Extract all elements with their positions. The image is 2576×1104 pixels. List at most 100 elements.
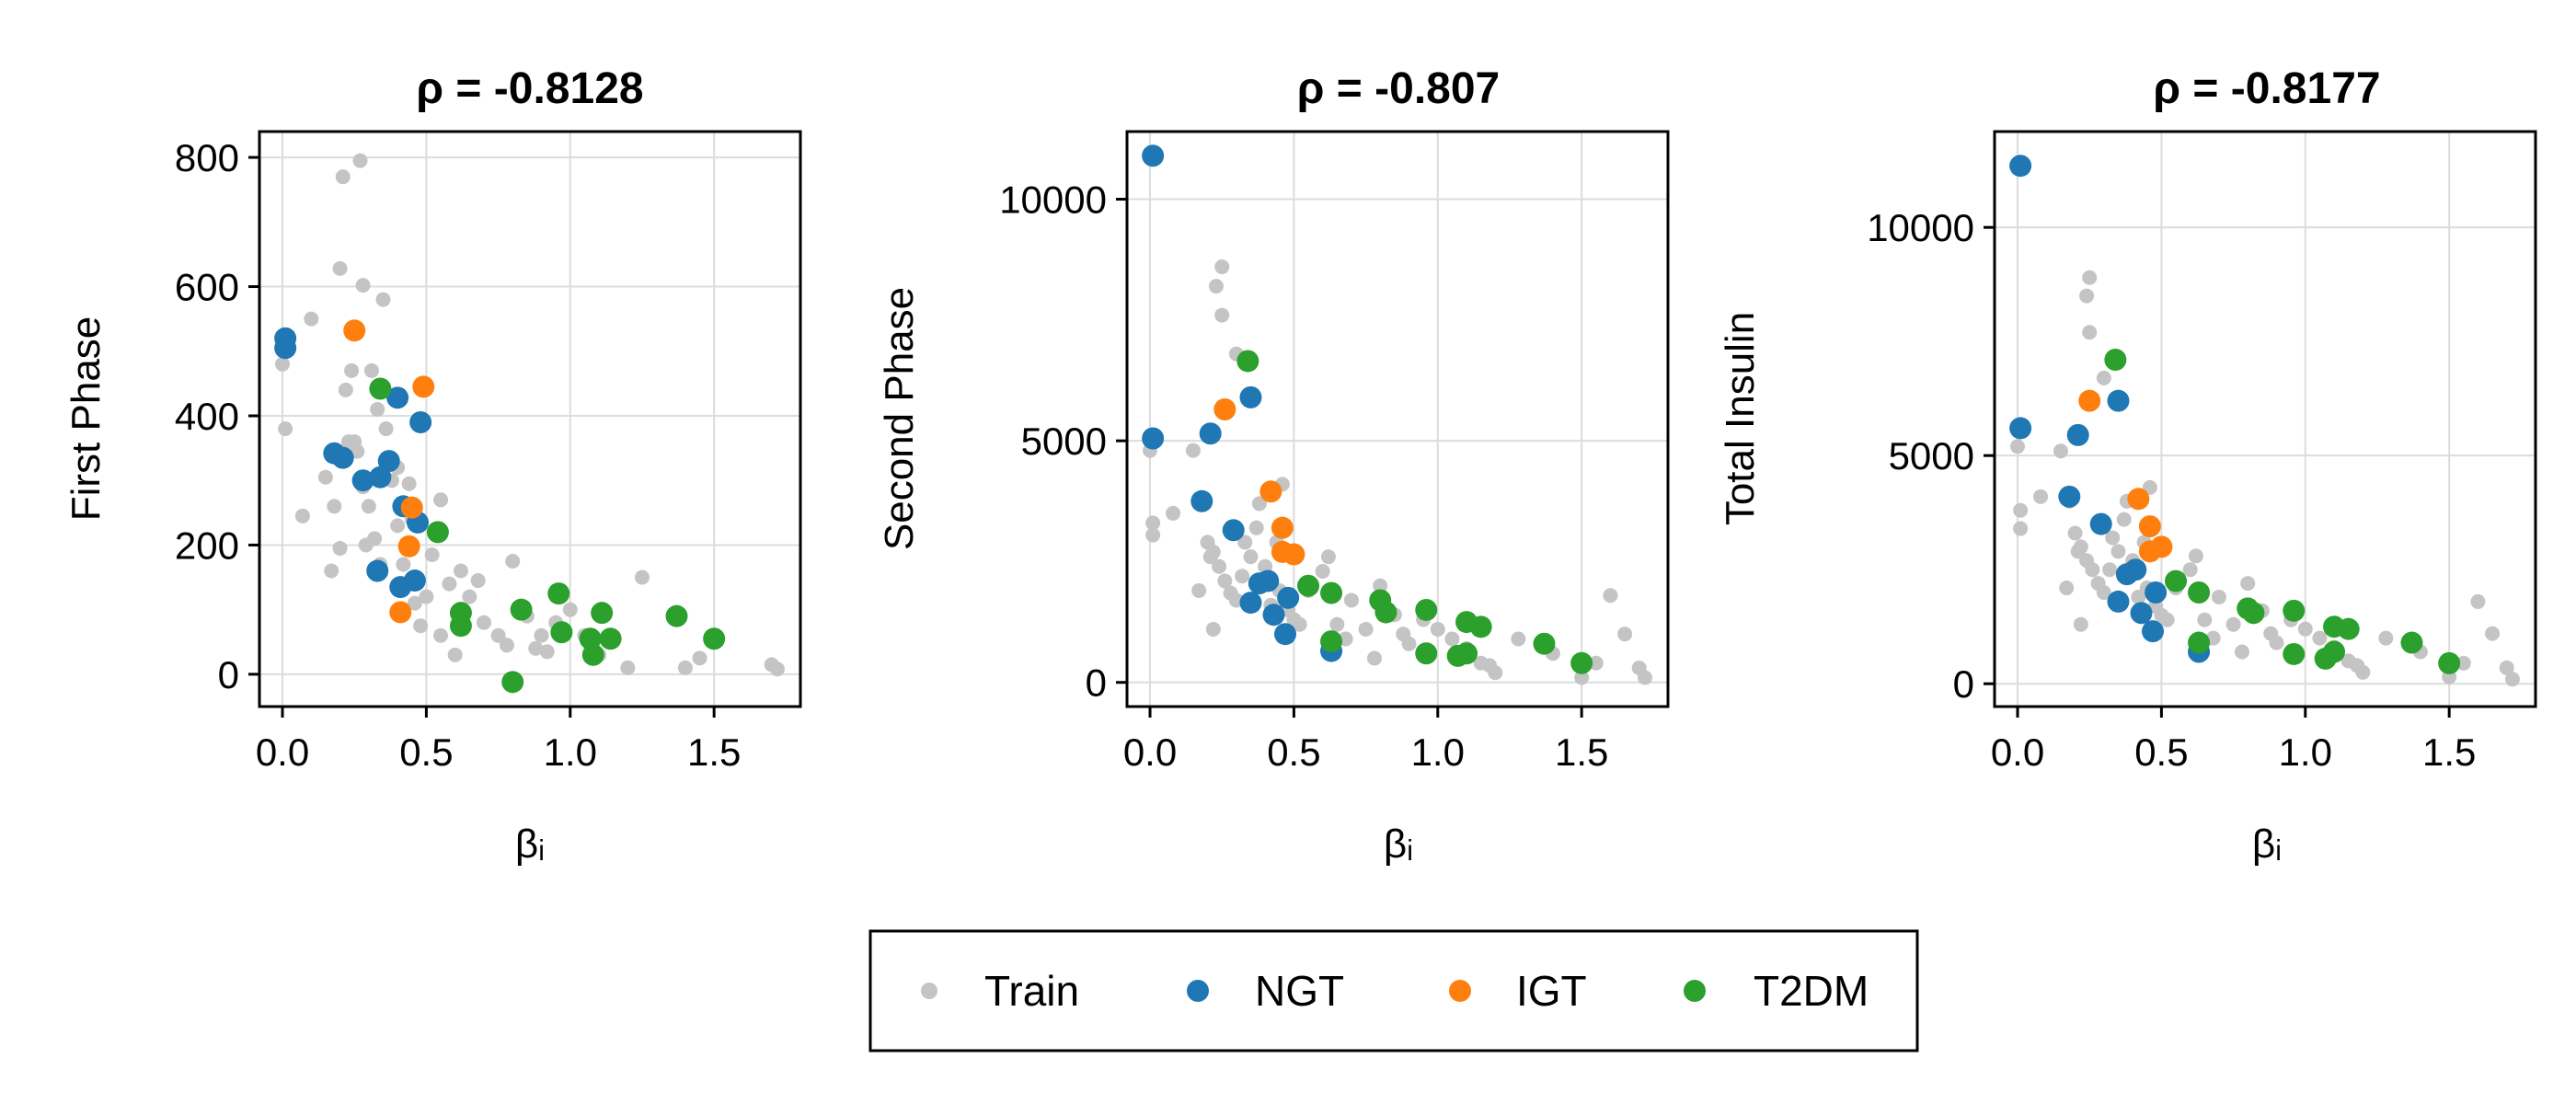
point-train	[1511, 631, 1526, 647]
point-train	[363, 362, 379, 378]
point-train	[2378, 630, 2394, 646]
point-train	[2269, 635, 2284, 650]
point-train	[1237, 535, 1253, 550]
point-train	[350, 443, 365, 459]
y-tick-label: 800	[175, 136, 239, 179]
point-train	[278, 421, 293, 437]
point-train	[413, 618, 429, 634]
x-tick-label: 1.0	[544, 730, 597, 774]
point-train	[419, 589, 434, 604]
point-train	[2067, 525, 2083, 541]
legend-label-igt: IGT	[1516, 967, 1587, 1015]
point-t2dm	[1297, 574, 1320, 597]
x-axis-label: βᵢ	[515, 822, 545, 867]
panel-total-insulin: ρ = -0.8177 0.0 0.5 1.0 1.5 0 5000 10000 βᵢ To…	[1718, 64, 2537, 867]
point-train	[528, 640, 544, 656]
point-train	[1145, 515, 1161, 531]
point-train	[2082, 325, 2098, 340]
point-train	[2085, 562, 2100, 578]
point-t2dm	[1320, 630, 1343, 653]
x-tick-label: 1.5	[687, 730, 741, 774]
point-ngt	[1239, 592, 1262, 615]
point-ngt	[1142, 144, 1165, 167]
point-train	[352, 153, 368, 168]
point-train	[2010, 439, 2026, 454]
plot-area: 0.0 0.5 1.0 1.5 0 200 400 600 800	[175, 130, 802, 774]
y-tick-label: 0	[1953, 662, 1974, 706]
point-ngt	[386, 386, 409, 409]
point-train	[2082, 270, 2098, 285]
point-train	[2096, 584, 2111, 600]
panel-second-phase: ρ = -0.807 0.0 0.5 1.0 1.5 0 5000 10000 βᵢ Sec…	[877, 64, 1670, 867]
point-train	[2070, 544, 2086, 559]
point-train	[1329, 616, 1345, 632]
point-train	[499, 638, 514, 653]
point-t2dm	[2165, 569, 2188, 592]
point-train	[433, 627, 449, 643]
plot-area: 0.0 0.5 1.0 1.5 0 5000 10000	[999, 130, 1670, 774]
legend-frame	[868, 929, 1919, 1052]
point-train	[1373, 578, 1388, 593]
panel-title: ρ = -0.8177	[2153, 64, 2380, 113]
point-ngt	[2009, 417, 2032, 440]
point-train	[2079, 288, 2095, 304]
point-t2dm	[369, 377, 392, 400]
point-igt	[400, 496, 423, 519]
point-train	[2096, 370, 2111, 385]
point-train	[324, 563, 339, 579]
point-t2dm	[703, 627, 726, 650]
point-train	[769, 661, 785, 677]
point-train	[1358, 621, 1374, 637]
legend-item-ngt: NGT	[1187, 967, 1344, 1015]
point-t2dm	[665, 604, 688, 627]
point-train	[505, 553, 521, 569]
point-igt	[389, 601, 412, 624]
point-train	[490, 627, 506, 643]
point-train	[1603, 588, 1618, 604]
point-t2dm	[2438, 651, 2461, 674]
point-t2dm	[2104, 349, 2127, 372]
point-ngt	[1239, 385, 1262, 408]
point-train	[442, 576, 457, 592]
point-train	[2073, 616, 2088, 632]
point-train	[1588, 655, 1604, 671]
point-ngt	[351, 469, 374, 492]
point-train	[2240, 576, 2256, 592]
point-train	[2504, 672, 2520, 687]
point-t2dm	[550, 621, 573, 644]
point-t2dm	[1415, 642, 1438, 665]
point-t2dm	[599, 627, 622, 650]
point-train	[2499, 660, 2514, 675]
point-igt	[2138, 515, 2161, 538]
plot-frame	[1993, 130, 2537, 708]
point-t2dm	[1455, 642, 1478, 665]
x-tick-label: 1.5	[2422, 730, 2476, 774]
point-t2dm	[501, 671, 524, 694]
point-train	[1251, 496, 1267, 512]
y-tick-label: 0	[218, 653, 239, 696]
point-train	[2053, 443, 2068, 459]
legend-item-train: Train	[921, 967, 1079, 1015]
point-ngt	[2009, 155, 2032, 178]
y-tick-label: 10000	[1867, 206, 1974, 249]
y-tick-label: 400	[175, 395, 239, 438]
point-train	[2102, 562, 2118, 578]
point-train	[2297, 621, 2313, 637]
point-train	[340, 434, 356, 450]
point-t2dm	[547, 582, 570, 605]
plot-frame	[258, 130, 802, 708]
point-ngt	[1199, 422, 1222, 445]
point-train	[2312, 630, 2328, 646]
point-train	[433, 492, 449, 508]
point-train	[2110, 544, 2126, 559]
legend-marker-t2dm	[1684, 980, 1706, 1002]
point-ngt	[1142, 427, 1165, 450]
point-t2dm	[2283, 642, 2306, 665]
point-train	[1202, 549, 1218, 565]
point-train	[1214, 307, 1230, 323]
point-igt	[1213, 397, 1236, 420]
point-ngt	[2066, 423, 2089, 446]
point-train	[1444, 631, 1460, 647]
point-train	[1248, 520, 1264, 535]
